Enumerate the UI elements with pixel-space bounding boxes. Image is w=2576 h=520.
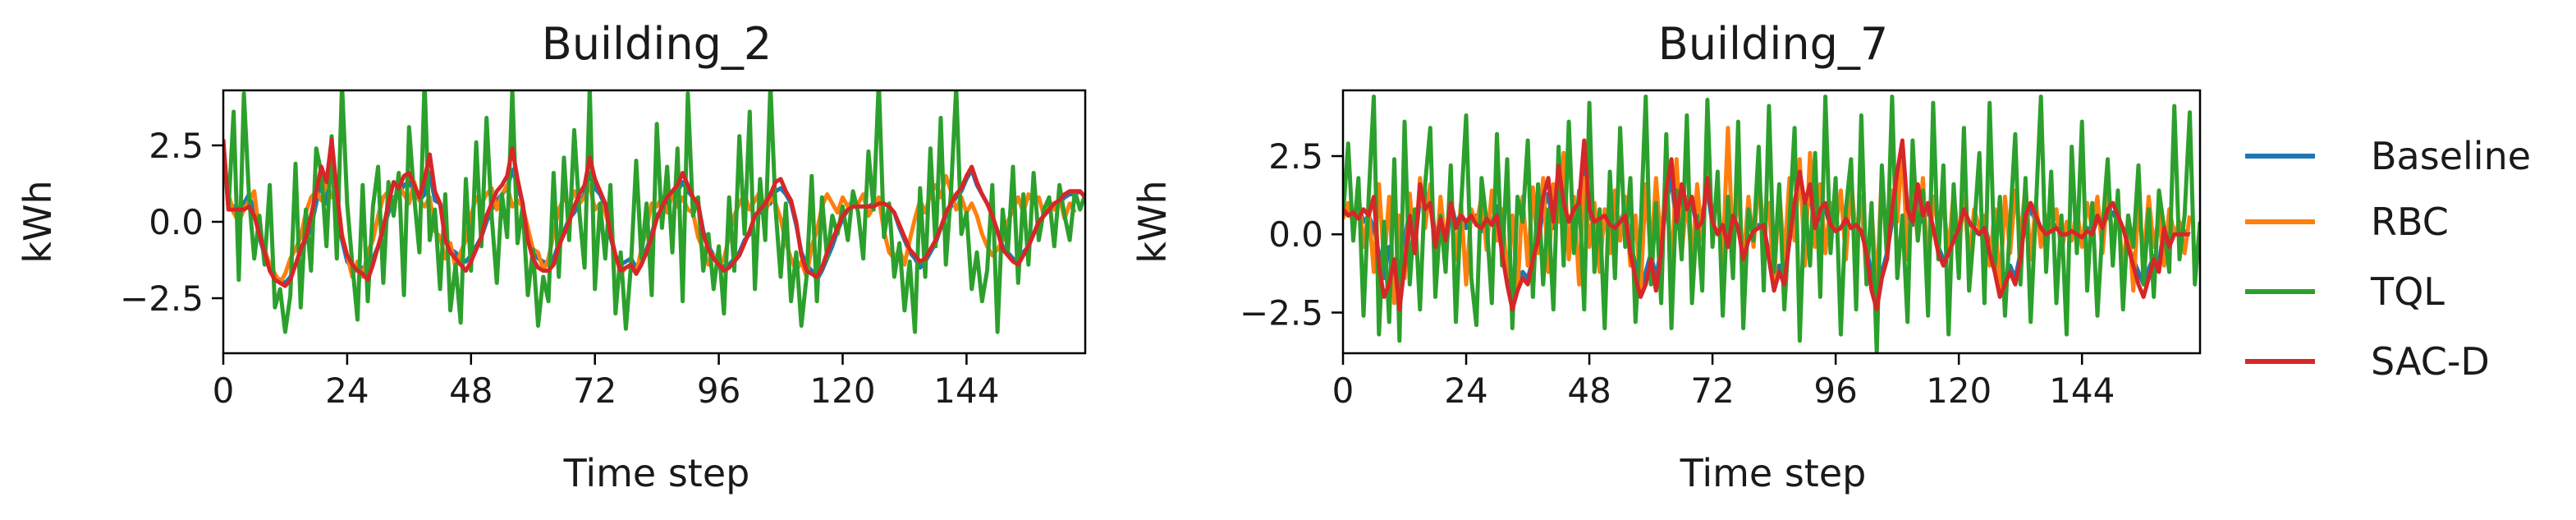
x-tick-label: 0 (213, 370, 235, 411)
y-tick-label: −2.5 (120, 278, 204, 319)
x-axis-label: Time step (1680, 451, 1867, 495)
legend-entry-tql: TQL (2245, 269, 2445, 314)
x-tick-label: 48 (1567, 370, 1611, 411)
x-tick-label: 120 (809, 370, 875, 411)
tick-layer: 0 24 48 72 96 120 144 2.5 0.0 −2.5 (120, 126, 999, 411)
plot-frame (1341, 89, 2202, 355)
legend: Baseline RBC TQL SAC-D (2245, 134, 2531, 384)
x-tick-label: 96 (697, 370, 740, 411)
chart-title: Building_7 (1658, 18, 1888, 70)
y-axis-label: kWh (1130, 180, 1175, 263)
series-line-tql (1343, 94, 2200, 353)
y-tick-label: 0.0 (149, 202, 204, 242)
y-tick-label: 2.5 (149, 126, 204, 166)
plot-frame (222, 89, 1087, 355)
legend-label: Baseline (2371, 134, 2531, 178)
tick-layer: 0 24 48 72 96 120 144 2.5 0.0 −2.5 (1240, 136, 2115, 411)
x-tick-label: 24 (1444, 370, 1487, 411)
legend-label: TQL (2370, 269, 2445, 314)
series-line-sac-d (1343, 138, 2190, 312)
series-line-sac-d (223, 137, 1085, 288)
y-tick-label: 0.0 (1268, 214, 1323, 255)
chart-building-2: Building_2 kWh Time step 0 24 48 72 96 120 144… (16, 18, 1087, 495)
y-tick-label: 2.5 (1268, 136, 1323, 177)
series-layer (1343, 94, 2200, 353)
y-axis-label: kWh (16, 180, 60, 263)
legend-entry-sac-d: SAC-D (2245, 339, 2490, 384)
legend-label: RBC (2371, 200, 2449, 244)
x-tick-label: 24 (325, 370, 369, 411)
legend-entry-baseline: Baseline (2245, 134, 2531, 178)
series-layer (223, 90, 1085, 334)
legend-label: SAC-D (2371, 339, 2490, 384)
x-tick-label: 144 (933, 370, 999, 411)
x-tick-label: 72 (1690, 370, 1734, 411)
series-line-tql (223, 90, 1085, 334)
x-tick-label: 144 (2049, 370, 2115, 411)
x-tick-label: 120 (1926, 370, 1992, 411)
x-tick-label: 72 (573, 370, 616, 411)
chart-building-7: Building_7 kWh Time step 0 24 48 72 96 120 144… (1130, 18, 2202, 495)
y-tick-label: −2.5 (1240, 292, 1323, 333)
x-axis-label: Time step (563, 451, 750, 495)
chart-title: Building_2 (542, 18, 772, 70)
x-tick-label: 48 (449, 370, 493, 411)
x-tick-label: 0 (1332, 370, 1354, 411)
legend-entry-rbc: RBC (2245, 200, 2449, 244)
x-tick-label: 96 (1813, 370, 1857, 411)
